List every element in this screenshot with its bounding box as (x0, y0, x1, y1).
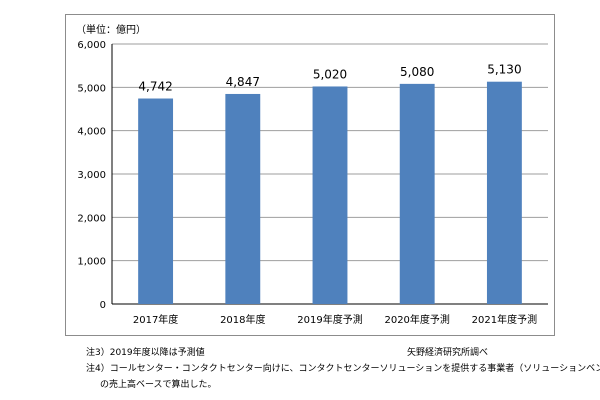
bar-value-label: 5,080 (400, 65, 434, 79)
y-tick-label: 2,000 (77, 213, 106, 224)
unit-label: （単位：億円） (76, 23, 146, 36)
y-tick-label: 5,000 (77, 83, 106, 94)
note-definition: 注4）コールセンター・コンタクトセンター向けに、コンタクトセンターソリューション… (86, 364, 600, 374)
x-tick-label: 2020年度予測 (384, 313, 449, 326)
x-tick-label: 2019年度予測 (297, 313, 362, 326)
note-forecast: 注3）2019年度以降は予測値 (86, 348, 205, 358)
x-tick-label: 2018年度 (220, 313, 265, 326)
bar (138, 98, 174, 304)
x-tick-label: 2021年度予測 (472, 313, 537, 326)
bar-chart: （単位：億円） 0 1,000 2,000 3,000 4,000 5,000 6,000 4… (76, 23, 548, 326)
y-tick-label: 6,000 (77, 40, 106, 51)
note-definition-continued: の売上高ベースで算出した。 (100, 380, 217, 390)
bars (138, 81, 522, 304)
y-tick-label: 4,000 (77, 127, 106, 138)
y-tick-label: 3,000 (77, 170, 106, 181)
bar (486, 81, 522, 304)
bar-value-label: 4,742 (138, 80, 172, 94)
bar-value-label: 5,020 (313, 67, 347, 81)
bar-value-label: 5,130 (487, 63, 521, 77)
x-tick-label: 2017年度 (133, 313, 178, 326)
y-tick-label: 0 (100, 300, 106, 311)
bar-value-label: 4,847 (226, 75, 260, 89)
labels: 0 1,000 2,000 3,000 4,000 5,000 6,000 4,742 2017… (77, 40, 537, 326)
source-credit: 矢野経済研究所調べ (406, 348, 488, 358)
bar (312, 86, 348, 304)
chart-frame: （単位：億円） 0 1,000 2,000 3,000 4,000 5,000 6,000 4… (65, 14, 555, 336)
bar (399, 83, 435, 304)
bar (225, 93, 261, 304)
y-tick-label: 1,000 (77, 257, 106, 268)
